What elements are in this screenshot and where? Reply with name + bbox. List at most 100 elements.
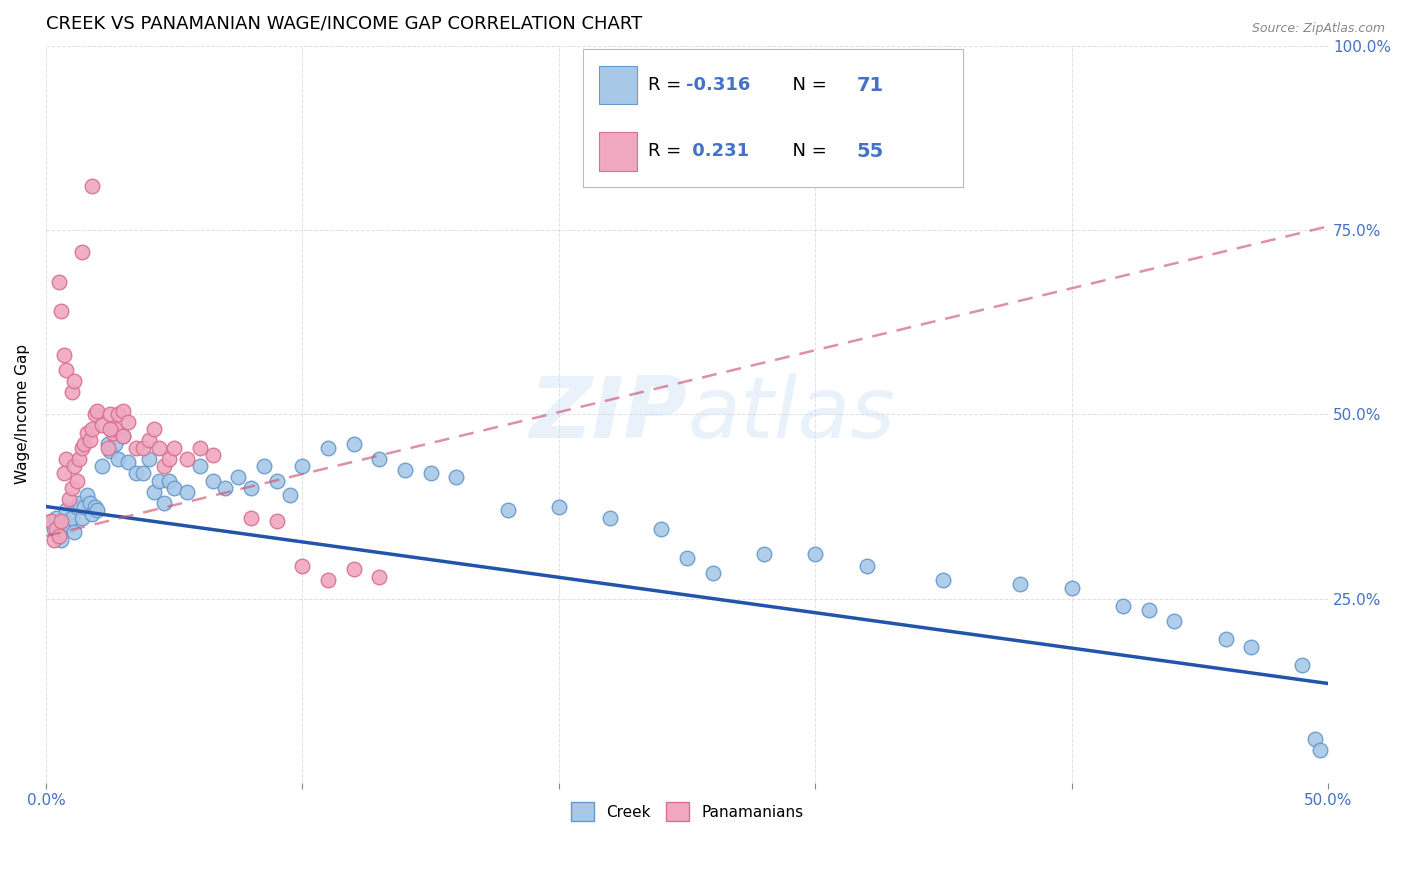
Point xyxy=(214,481,236,495)
Point xyxy=(55,451,77,466)
Point xyxy=(63,458,86,473)
Point xyxy=(157,474,180,488)
Point xyxy=(66,474,89,488)
Point xyxy=(138,451,160,466)
Point xyxy=(86,403,108,417)
Point xyxy=(132,467,155,481)
Point xyxy=(66,500,89,514)
Text: R =: R = xyxy=(648,76,688,94)
Point xyxy=(96,441,118,455)
Point xyxy=(104,422,127,436)
Text: CREEK VS PANAMANIAN WAGE/INCOME GAP CORRELATION CHART: CREEK VS PANAMANIAN WAGE/INCOME GAP CORR… xyxy=(46,15,643,33)
Point xyxy=(60,481,83,495)
Point xyxy=(1240,640,1263,654)
Point xyxy=(343,562,366,576)
Point xyxy=(188,441,211,455)
Point xyxy=(1163,614,1185,628)
Point xyxy=(51,533,73,547)
Point xyxy=(394,463,416,477)
Point xyxy=(176,451,198,466)
Point xyxy=(316,441,339,455)
Point xyxy=(419,467,441,481)
Point xyxy=(42,522,65,536)
Point xyxy=(39,514,62,528)
Text: 55: 55 xyxy=(856,142,884,161)
Point xyxy=(132,441,155,455)
Point xyxy=(96,437,118,451)
Point xyxy=(67,451,90,466)
Point xyxy=(153,496,176,510)
Point xyxy=(82,507,104,521)
Point xyxy=(142,484,165,499)
Point xyxy=(226,470,249,484)
Point xyxy=(547,500,569,514)
Point xyxy=(107,451,129,466)
Point xyxy=(42,533,65,547)
Point xyxy=(76,488,98,502)
Point xyxy=(253,458,276,473)
Text: atlas: atlas xyxy=(688,373,896,456)
Text: -0.316: -0.316 xyxy=(686,76,751,94)
Point xyxy=(201,448,224,462)
Point xyxy=(52,514,75,528)
Bar xyxy=(599,132,637,170)
Point xyxy=(138,433,160,447)
Point xyxy=(163,441,186,455)
Point xyxy=(752,548,775,562)
Point xyxy=(117,415,139,429)
Point xyxy=(45,510,67,524)
Point xyxy=(60,510,83,524)
Point xyxy=(804,548,827,562)
Point xyxy=(48,275,70,289)
Text: 71: 71 xyxy=(856,76,884,95)
Point xyxy=(39,514,62,528)
Point xyxy=(45,522,67,536)
Point xyxy=(79,433,101,447)
Point xyxy=(91,458,114,473)
Point xyxy=(111,403,134,417)
Point xyxy=(188,458,211,473)
Point xyxy=(117,455,139,469)
Point xyxy=(240,510,263,524)
Point xyxy=(76,425,98,440)
Point xyxy=(368,569,391,583)
Point xyxy=(316,574,339,588)
Point xyxy=(82,178,104,193)
Y-axis label: Wage/Income Gap: Wage/Income Gap xyxy=(15,344,30,484)
Text: N =: N = xyxy=(780,143,832,161)
Point xyxy=(855,558,877,573)
Point xyxy=(52,348,75,362)
Point xyxy=(125,441,148,455)
Point xyxy=(278,488,301,502)
Point xyxy=(73,500,96,514)
Point xyxy=(163,481,186,495)
Point xyxy=(291,558,314,573)
Point xyxy=(55,503,77,517)
Point xyxy=(1112,599,1135,613)
Point xyxy=(111,429,134,443)
Point xyxy=(86,503,108,517)
Point xyxy=(266,474,288,488)
Point xyxy=(82,422,104,436)
Point xyxy=(58,518,80,533)
Point xyxy=(1305,731,1327,746)
Text: Source: ZipAtlas.com: Source: ZipAtlas.com xyxy=(1251,22,1385,36)
Text: ZIP: ZIP xyxy=(530,373,688,456)
Point xyxy=(107,408,129,422)
Point xyxy=(83,500,105,514)
Point xyxy=(52,467,75,481)
Point xyxy=(240,481,263,495)
Point xyxy=(266,514,288,528)
Point xyxy=(148,441,170,455)
Point xyxy=(1010,577,1032,591)
Point xyxy=(142,422,165,436)
Point xyxy=(932,574,955,588)
Point xyxy=(91,418,114,433)
Point xyxy=(446,470,468,484)
Point xyxy=(70,441,93,455)
Point xyxy=(51,304,73,318)
Point xyxy=(1137,603,1160,617)
Point xyxy=(104,437,127,451)
Point xyxy=(291,458,314,473)
Point xyxy=(1060,581,1083,595)
